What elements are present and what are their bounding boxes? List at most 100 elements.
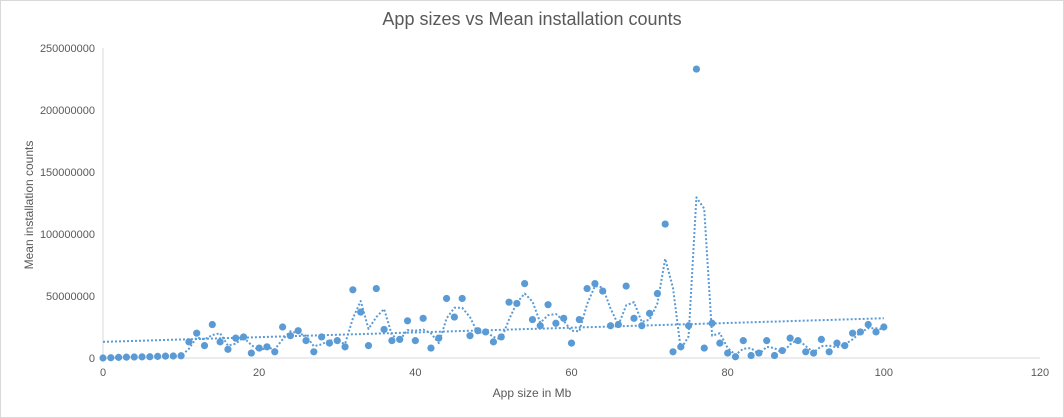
data-point: [442, 294, 451, 303]
data-point: [169, 352, 177, 360]
data-point: [591, 280, 599, 288]
data-point: [310, 348, 318, 356]
data-point: [224, 345, 232, 353]
data-point: [122, 353, 131, 361]
data-point: [669, 348, 677, 356]
data-point: [99, 354, 107, 362]
y-tick-label: 0: [89, 353, 95, 365]
data-point: [833, 339, 841, 347]
data-point: [318, 333, 326, 341]
data-point: [638, 322, 646, 330]
y-tick-label: 100000000: [40, 229, 95, 241]
data-point: [325, 339, 334, 347]
data-point: [271, 348, 279, 356]
data-point: [372, 284, 380, 293]
x-axis-label: App size in Mb: [492, 386, 572, 400]
x-tick-label: 20: [253, 367, 265, 379]
data-point: [802, 348, 810, 356]
data-point: [286, 332, 294, 340]
data-point: [653, 289, 661, 298]
data-point: [232, 334, 240, 342]
x-tick-label: 40: [409, 367, 421, 379]
x-tick-label: 60: [565, 367, 577, 379]
data-point: [396, 335, 404, 343]
data-point: [341, 343, 349, 351]
data-point: [185, 338, 193, 346]
data-point: [841, 342, 849, 350]
y-tick-label: 200000000: [40, 105, 95, 117]
data-point: [739, 337, 747, 345]
data-point: [380, 325, 388, 334]
data-point: [263, 343, 271, 351]
data-point: [809, 349, 818, 357]
data-point: [403, 317, 412, 325]
x-tick-label: 0: [100, 367, 106, 379]
data-point: [349, 286, 357, 294]
x-tick-label: 120: [1031, 367, 1049, 379]
data-point: [255, 344, 263, 352]
data-point: [177, 352, 185, 360]
data-point: [599, 287, 607, 295]
data-point: [755, 349, 763, 357]
data-point: [435, 334, 443, 342]
data-point: [216, 338, 224, 346]
data-point: [770, 351, 779, 360]
data-point: [130, 353, 138, 361]
data-point: [817, 335, 825, 343]
y-tick-label: 50000000: [46, 291, 95, 303]
data-point: [630, 314, 638, 322]
data-point: [466, 332, 474, 340]
data-point: [497, 333, 505, 341]
data-point: [161, 352, 170, 360]
data-point: [419, 314, 427, 322]
y-tick-label: 250000000: [40, 43, 95, 55]
data-point: [575, 315, 583, 324]
data-point: [880, 323, 888, 331]
data-point: [786, 334, 794, 342]
data-point: [208, 320, 216, 329]
data-point: [521, 280, 529, 288]
data-point: [544, 301, 552, 309]
data-point: [411, 337, 419, 345]
data-point: [794, 337, 802, 345]
data-point: [747, 351, 755, 360]
data-point: [856, 328, 865, 336]
data-point: [458, 294, 466, 303]
data-point: [200, 342, 209, 350]
data-point: [778, 346, 786, 355]
data-point: [364, 342, 373, 350]
data-point: [552, 319, 560, 327]
data-point: [138, 353, 146, 361]
data-point: [700, 344, 708, 352]
data-point: [849, 329, 857, 337]
data-point: [294, 327, 302, 335]
data-point: [154, 352, 162, 360]
data-point: [450, 313, 458, 321]
data-point: [567, 339, 576, 347]
data-point: [677, 343, 685, 351]
data-point: [278, 323, 287, 331]
data-point: [536, 322, 544, 330]
data-point: [115, 353, 123, 361]
data-point: [622, 282, 630, 290]
data-point: [427, 344, 435, 352]
y-tick-label: 150000000: [40, 167, 95, 179]
data-point: [560, 314, 568, 322]
data-point: [872, 328, 880, 336]
data-point: [825, 348, 833, 356]
data-point: [692, 65, 701, 73]
data-point: [333, 337, 341, 345]
data-point: [474, 327, 482, 335]
data-point: [731, 353, 740, 361]
data-point: [645, 309, 654, 317]
data-point: [724, 349, 732, 357]
data-point: [685, 322, 693, 330]
data-point: [239, 333, 248, 341]
data-point: [716, 339, 724, 347]
moving-average-trendline: [110, 196, 884, 359]
chart-title: App sizes vs Mean installation counts: [382, 9, 682, 29]
data-point: [482, 328, 490, 336]
x-tick-label: 80: [722, 367, 734, 379]
data-point: [193, 329, 201, 337]
